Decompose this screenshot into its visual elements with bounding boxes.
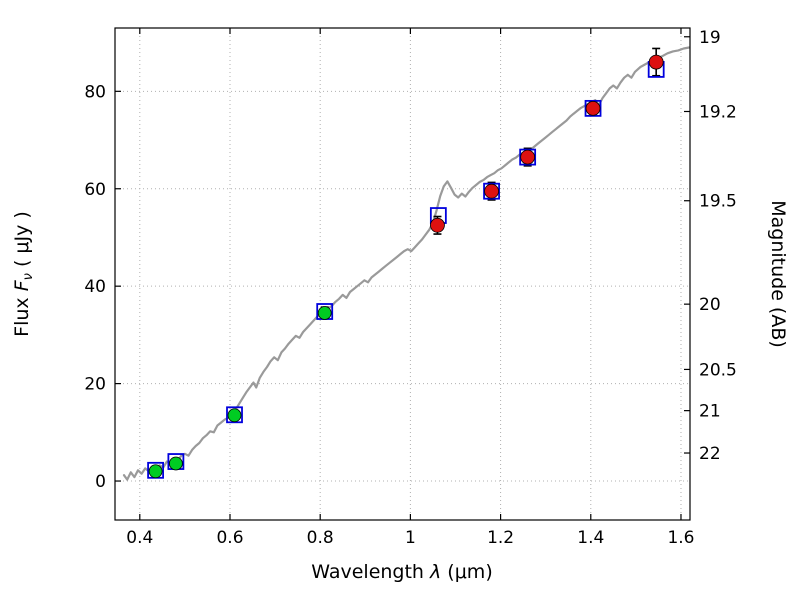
axis-ticks: 0.4 0.6 0.8 1 1.2 1.4 1.6 0 20 40 60 80 19 19.2 19.5 20… (84, 28, 737, 548)
magnitude-tick-label: 20 (699, 295, 721, 315)
observed-photometry-red (430, 54, 664, 233)
y-tick-label: 80 (84, 82, 106, 102)
x-axis-label: Wavelength λ (μm) (311, 561, 492, 583)
y-axis-label: Flux Fν ( μJy ) (11, 211, 36, 337)
magnitude-tick-label: 19.2 (699, 102, 737, 122)
model-spectrum-line (122, 46, 691, 481)
y-tick-label: 60 (84, 180, 106, 200)
observed-photometry-green (148, 306, 332, 479)
x-tick-label: 0.8 (307, 528, 334, 548)
x-tick-label: 0.6 (216, 528, 243, 548)
x-tick-label: 1.2 (487, 528, 514, 548)
y-tick-label: 40 (84, 277, 106, 297)
plot-content: 0.4 0.6 0.8 1 1.2 1.4 1.6 0 20 40 60 80 19 19.2 19.5 20… (84, 27, 737, 548)
x-tick-label: 0.4 (126, 528, 153, 548)
x-tick-label: 1.6 (667, 528, 694, 548)
gridlines (115, 28, 690, 520)
y-tick-label: 20 (84, 375, 106, 395)
magnitude-tick-label: 21 (699, 402, 721, 422)
plot-frame (114, 27, 691, 521)
x-tick-label: 1 (405, 528, 416, 548)
model-photometry-squares (147, 61, 665, 479)
magnitude-tick-label: 22 (699, 444, 721, 464)
magnitude-tick-label: 20.5 (699, 360, 737, 380)
magnitude-tick-label: 19.5 (699, 192, 737, 212)
right-axis-label: Magnitude (AB) (767, 200, 789, 348)
magnitude-tick-label: 19 (699, 28, 721, 48)
x-tick-label: 1.4 (577, 528, 604, 548)
y-tick-label: 0 (95, 472, 106, 492)
